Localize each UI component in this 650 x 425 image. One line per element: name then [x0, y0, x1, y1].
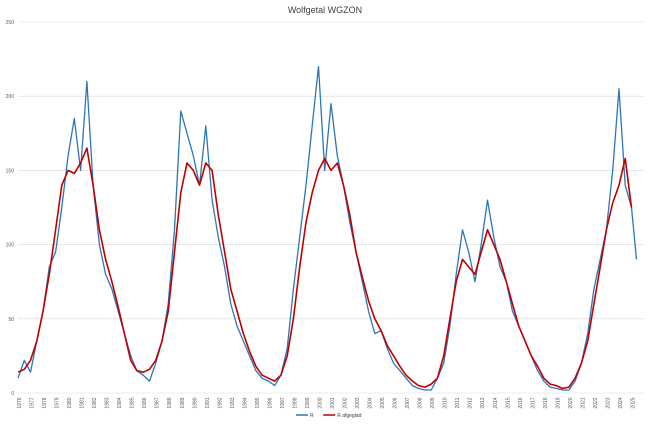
x-tick-label: 1992	[217, 397, 223, 408]
y-tick-label: 150	[6, 168, 15, 174]
x-tick-label: 1985	[130, 397, 136, 408]
x-tick-label: 2010	[443, 397, 449, 408]
x-tick-label: 1990	[192, 397, 198, 408]
x-tick-label: 1997	[280, 397, 286, 408]
x-tick-label: 2025	[630, 397, 636, 408]
x-tick-label: 2001	[330, 397, 336, 408]
x-tick-label: 2007	[405, 397, 411, 408]
x-tick-label: 2014	[493, 397, 499, 408]
legend-label: R afgeglad	[337, 413, 361, 419]
x-tick-label: 2006	[393, 397, 399, 408]
x-tick-label: 1981	[80, 397, 86, 408]
y-tick-label: 250	[6, 20, 15, 26]
x-tick-label: 1995	[255, 397, 261, 408]
chart-title: Wolfgetal WGZON	[287, 5, 363, 15]
series-line-r-afgeglad	[17, 147, 633, 390]
x-tick-label: 2005	[380, 397, 386, 408]
x-tick-label: 1999	[305, 397, 311, 408]
x-tick-label: 2008	[418, 397, 424, 408]
x-tick-label: 2004	[368, 397, 374, 408]
x-tick-label: 2019	[555, 397, 561, 408]
x-tick-label: 1984	[117, 397, 123, 408]
x-tick-label: 2003	[355, 397, 361, 408]
y-tick-label: 50	[8, 317, 14, 323]
x-tick-label: 1977	[30, 397, 36, 408]
y-axis-ticks: 0 50 100 150 200 250	[6, 20, 15, 397]
x-tick-label: 2023	[605, 397, 611, 408]
x-tick-label: 2002	[343, 397, 349, 408]
x-tick-label: 2017	[530, 397, 536, 408]
x-tick-label: 2011	[455, 397, 461, 408]
x-tick-label: 1988	[167, 397, 173, 408]
x-tick-label: 1983	[105, 397, 111, 408]
x-tick-label: 2018	[543, 397, 549, 408]
x-tick-label: 2020	[568, 397, 574, 408]
series-line-r	[17, 65, 638, 391]
x-tick-label: 1991	[205, 397, 211, 408]
x-tick-label: 2022	[593, 397, 599, 408]
series-lines	[17, 65, 638, 391]
legend-label: R	[310, 413, 314, 419]
x-tick-label: 2024	[618, 397, 624, 408]
x-axis-ticks: 1976 1977 1978 1979 1980 1981 1982 1983 1984 1985…	[17, 397, 636, 408]
legend: R R afgeglad	[296, 413, 362, 419]
y-tick-label: 0	[11, 391, 14, 397]
x-tick-label: 2015	[505, 397, 511, 408]
x-tick-label: 1989	[180, 397, 186, 408]
x-tick-label: 1978	[42, 397, 48, 408]
x-tick-label: 2000	[317, 397, 323, 408]
x-tick-label: 1998	[292, 397, 298, 408]
x-tick-label: 1982	[92, 397, 98, 408]
x-tick-label: 2021	[580, 397, 586, 408]
x-tick-label: 1987	[155, 397, 161, 408]
gridlines	[18, 21, 644, 394]
x-tick-label: 2009	[430, 397, 436, 408]
x-tick-label: 1976	[17, 397, 23, 408]
x-tick-label: 2013	[480, 397, 486, 408]
x-tick-label: 2012	[468, 397, 474, 408]
x-tick-label: 1994	[242, 397, 248, 408]
x-tick-label: 1979	[55, 397, 61, 408]
y-tick-label: 100	[6, 243, 15, 249]
y-tick-label: 200	[6, 94, 15, 100]
x-tick-label: 1986	[142, 397, 148, 408]
x-tick-label: 2016	[518, 397, 524, 408]
x-tick-label: 1980	[67, 397, 73, 408]
x-tick-label: 1993	[230, 397, 236, 408]
x-tick-label: 1996	[267, 397, 273, 408]
